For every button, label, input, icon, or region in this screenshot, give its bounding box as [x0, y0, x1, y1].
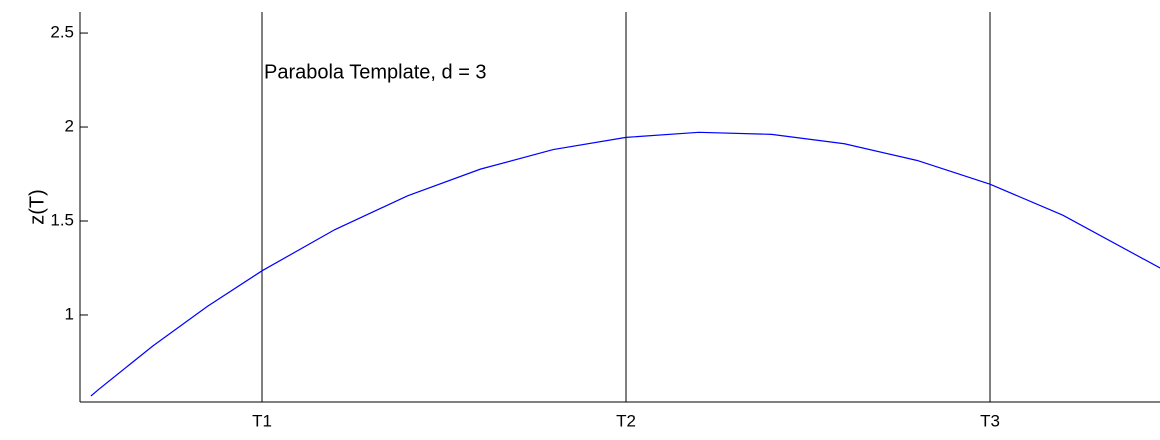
y-tick-label: 2: [65, 117, 74, 136]
plot-area: [80, 12, 1160, 402]
x-tick-label: T3: [980, 411, 1000, 430]
line-series: [90, 131, 1160, 397]
annotation: Parabola Template, d = 3: [264, 61, 487, 83]
y-axis-label: z(T): [26, 189, 48, 225]
y-tick-label: 2.5: [50, 23, 74, 42]
x-tick-label: T2: [616, 411, 636, 430]
y-tick-label: 1: [65, 304, 74, 323]
y-tick-label: 1.5: [50, 210, 74, 229]
x-tick-label: T1: [252, 411, 272, 430]
